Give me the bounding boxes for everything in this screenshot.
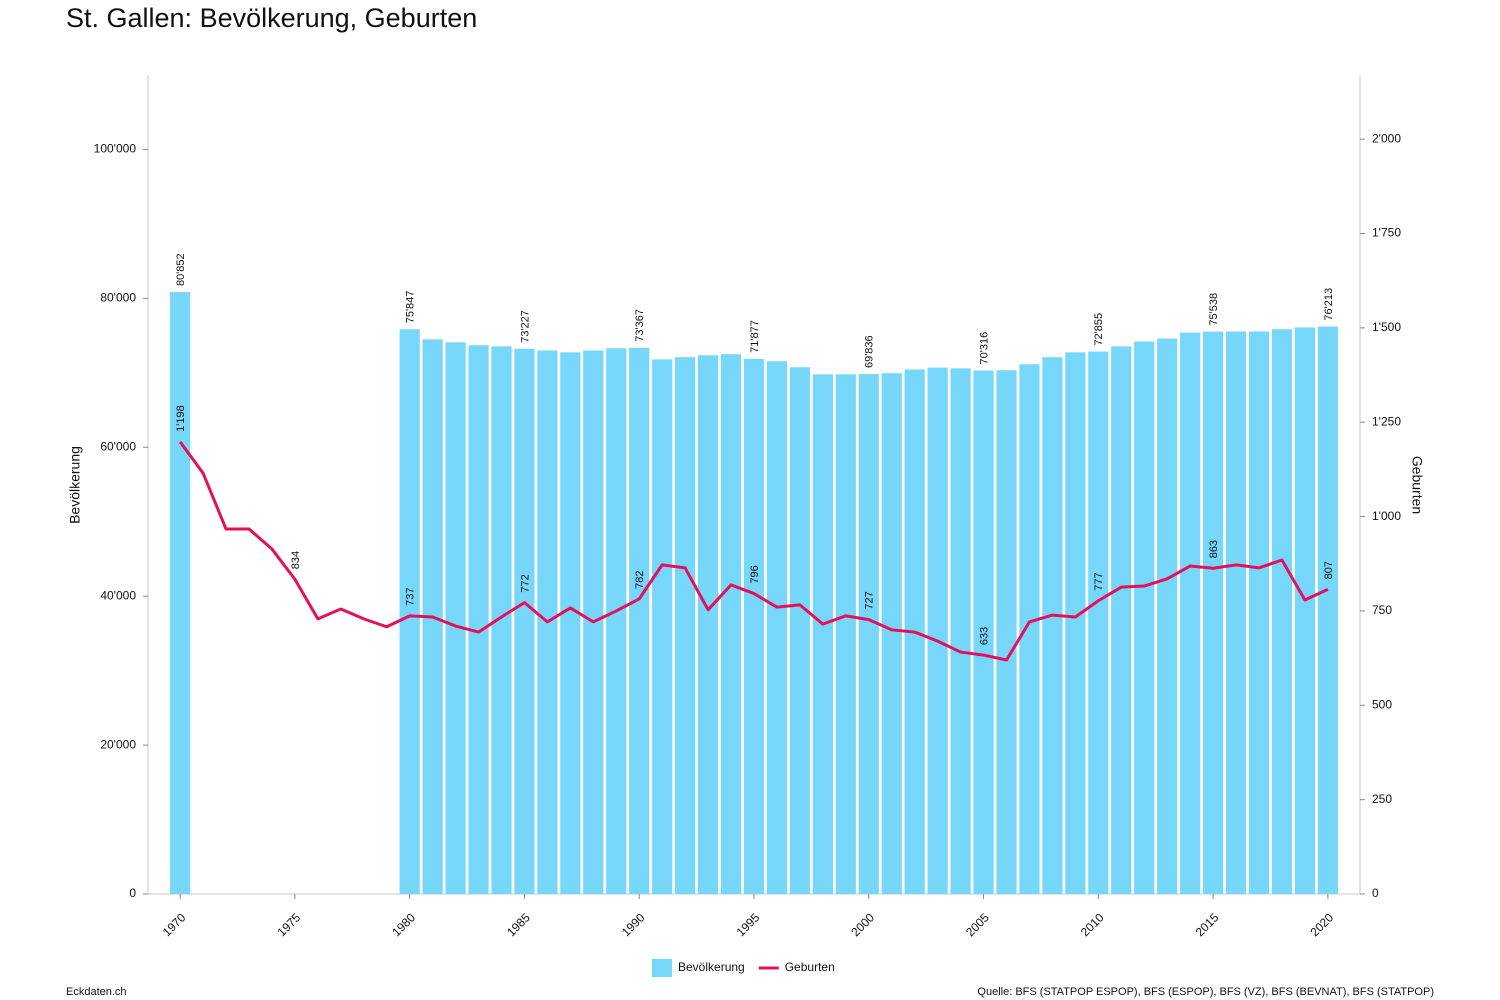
bar <box>445 342 466 894</box>
x-tick-label: 2010 <box>1078 910 1107 939</box>
x-tick-label: 1990 <box>619 910 648 939</box>
bar <box>675 357 696 894</box>
bar <box>1019 364 1040 894</box>
x-tick-label: 1975 <box>274 910 303 939</box>
bar <box>743 358 765 894</box>
y2-tick-label: 1'750 <box>1372 226 1401 240</box>
data-label: 772 <box>519 574 531 592</box>
bar <box>1042 357 1063 894</box>
y2-tick-label: 1'250 <box>1372 414 1401 428</box>
y2-tick-label: 2'000 <box>1372 131 1401 145</box>
y-tick-label: 20'000 <box>100 737 136 751</box>
bar <box>1134 341 1155 895</box>
bar <box>514 348 535 894</box>
y-tick-label: 40'000 <box>100 588 136 602</box>
data-label: 863 <box>1208 540 1220 558</box>
y2-tick-label: 500 <box>1372 697 1392 711</box>
x-tick-label: 2020 <box>1307 910 1336 939</box>
bar <box>1180 332 1201 894</box>
bar <box>1317 326 1338 894</box>
bar <box>399 329 420 894</box>
bar <box>789 367 811 894</box>
data-label: 73'227 <box>519 310 531 343</box>
data-label: 75'847 <box>405 291 417 324</box>
x-tick-label: 2000 <box>848 910 877 939</box>
data-label: 69'836 <box>864 335 876 368</box>
legend-swatch <box>652 959 672 977</box>
bar <box>881 373 902 895</box>
bar <box>697 355 719 894</box>
data-label: 796 <box>749 565 761 583</box>
bar <box>1248 331 1270 894</box>
data-label: 70'316 <box>978 332 990 365</box>
data-label: 75'538 <box>1208 293 1220 326</box>
bar <box>1088 351 1109 894</box>
data-label: 76'213 <box>1323 288 1335 321</box>
chart-title: St. Gallen: Bevölkerung, Geburten <box>66 3 477 33</box>
data-label: 72'855 <box>1093 313 1105 346</box>
bar <box>170 292 191 894</box>
source: Quelle: BFS (STATPOP ESPOP), BFS (ESPOP)… <box>977 986 1434 998</box>
y2-axis-title: Geburten <box>1409 456 1425 514</box>
bar <box>560 352 581 895</box>
data-label: 777 <box>1093 572 1105 590</box>
y2-tick-label: 750 <box>1372 603 1392 617</box>
y-tick-label: 0 <box>129 886 136 900</box>
x-tick-label: 1995 <box>734 910 763 939</box>
data-label: 727 <box>864 591 876 609</box>
data-label: 73'367 <box>634 309 646 342</box>
y-axis-title: Bevölkerung <box>67 446 83 524</box>
bar <box>973 370 994 894</box>
data-label: 737 <box>405 587 417 605</box>
data-label: 80'852 <box>175 253 187 286</box>
bar <box>1111 346 1132 894</box>
bar <box>652 359 673 894</box>
bar <box>1202 331 1224 894</box>
x-tick-label: 1985 <box>504 910 533 939</box>
y-tick-label: 80'000 <box>100 291 136 305</box>
x-tick-label: 2015 <box>1193 910 1222 939</box>
bar <box>1157 338 1178 894</box>
x-tick-label: 2005 <box>963 910 992 939</box>
x-tick-label: 1980 <box>389 910 418 939</box>
bar <box>927 367 948 895</box>
x-tick-label: 1970 <box>160 910 189 939</box>
bar <box>950 368 971 894</box>
y2-tick-label: 1'500 <box>1372 320 1401 334</box>
y2-tick-label: 1'000 <box>1372 509 1401 523</box>
bar <box>491 346 512 894</box>
bar <box>835 374 856 895</box>
bar <box>996 370 1017 894</box>
y2-tick-label: 250 <box>1372 792 1392 806</box>
legend-label: Bevölkerung <box>678 960 745 974</box>
y2-tick-label: 0 <box>1372 886 1379 900</box>
y-tick-label: 100'000 <box>94 142 137 156</box>
bar <box>858 374 879 894</box>
line <box>178 440 1329 662</box>
bar <box>1065 352 1086 895</box>
bar <box>766 361 788 895</box>
bar <box>1225 331 1247 894</box>
data-label: 834 <box>290 551 302 569</box>
bar <box>629 347 650 894</box>
bar <box>1271 329 1293 894</box>
footer: Eckdaten.ch <box>66 986 127 998</box>
data-label: 782 <box>634 570 646 588</box>
bar <box>468 345 489 894</box>
bar <box>1294 327 1316 895</box>
legend-label: Geburten <box>785 960 835 974</box>
y-tick-label: 60'000 <box>100 439 136 453</box>
bar <box>720 354 742 894</box>
data-label: 1'198 <box>175 405 187 432</box>
data-label: 633 <box>978 627 990 645</box>
bar <box>606 348 627 894</box>
data-label: 71'877 <box>749 320 761 353</box>
bar <box>812 374 833 895</box>
data-label: 807 <box>1323 561 1335 579</box>
